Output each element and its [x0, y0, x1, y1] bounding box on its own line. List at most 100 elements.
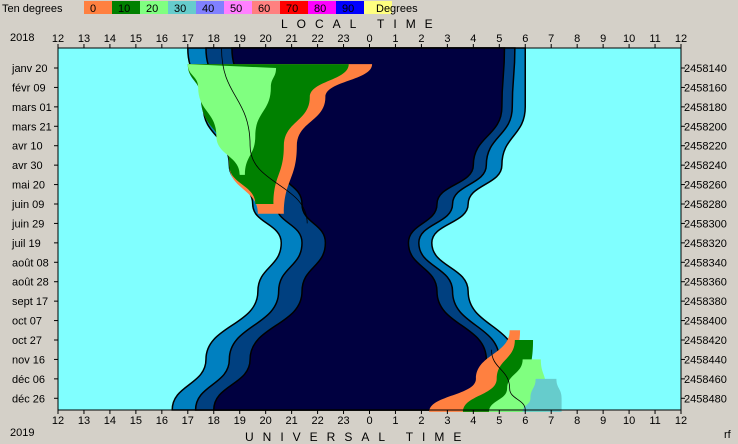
x-tick-label-bottom: 3 — [444, 415, 450, 427]
legend-swatch-4 — [196, 1, 224, 14]
x-tick-label-top: 15 — [130, 33, 142, 45]
x-tick-label-top: 12 — [52, 33, 64, 45]
y-julian-label: 2458140 — [684, 63, 727, 75]
x-tick-label-bottom: 18 — [208, 415, 220, 427]
x-tick-label-bottom: 7 — [548, 415, 554, 427]
y-date-label: déc 06 — [12, 374, 45, 386]
y-julian-label: 2458260 — [684, 180, 727, 192]
y-date-label: nov 16 — [12, 354, 45, 366]
x-tick-label-top: 12 — [675, 33, 687, 45]
x-tick-label-bottom: 12 — [675, 415, 687, 427]
x-tick-label-bottom: 15 — [130, 415, 142, 427]
legend-swatch-7 — [280, 1, 308, 14]
y-date-label: août 28 — [12, 277, 49, 289]
x-tick-label-bottom: 17 — [182, 415, 194, 427]
y-julian-label: 2458240 — [684, 160, 727, 172]
x-tick-label-bottom: 21 — [286, 415, 298, 427]
y-date-label: oct 07 — [12, 316, 42, 328]
y-date-label: avr 30 — [12, 160, 43, 172]
x-tick-label-bottom: 20 — [260, 415, 272, 427]
x-tick-label-top: 6 — [522, 33, 528, 45]
corner-label: rf — [724, 429, 732, 441]
x-tick-label-bottom: 12 — [52, 415, 64, 427]
x-tick-label-top: 0 — [366, 33, 372, 45]
legend-swatch-2 — [140, 1, 168, 14]
x-tick-label-bottom: 19 — [234, 415, 246, 427]
legend-swatch-6 — [252, 1, 280, 14]
y-date-label: juil 19 — [11, 238, 41, 250]
y-julian-label: 2458460 — [684, 374, 727, 386]
legend-swatch-5 — [224, 1, 252, 14]
legend-swatch-3 — [168, 1, 196, 14]
y-date-label: juin 29 — [11, 218, 44, 230]
meridian-line-1 — [221, 47, 308, 224]
x-tick-label-top: 13 — [78, 33, 90, 45]
twilight-band-evening-light — [187, 64, 277, 175]
x-tick-label-bottom: 22 — [311, 415, 323, 427]
y-julian-label: 2458180 — [684, 102, 727, 114]
x-tick-label-top: 17 — [182, 33, 194, 45]
y-julian-label: 2458480 — [684, 393, 727, 405]
top-axis-title: LOCAL TIME — [281, 17, 442, 31]
y-date-label: déc 26 — [12, 393, 45, 405]
x-tick-label-top: 18 — [208, 33, 220, 45]
y-julian-label: 2458340 — [684, 257, 727, 269]
y-julian-label: 2458300 — [684, 218, 727, 230]
legend-label-8: 80 — [314, 3, 326, 15]
legend-swatch-9 — [336, 1, 364, 14]
legend-label-2: 20 — [146, 3, 158, 15]
legend: Ten degrees 0 10 20 30 40 50 60 70 80 90 Degrees — [2, 1, 418, 15]
y-date-label: sept 17 — [12, 296, 48, 308]
x-tick-label-top: 9 — [600, 33, 606, 45]
x-tick-label-bottom: 9 — [600, 415, 606, 427]
legend-label-6: 60 — [258, 3, 270, 15]
y-julian-label: 2458420 — [684, 335, 727, 347]
x-tick-label-bottom: 5 — [496, 415, 502, 427]
legend-title: Ten degrees — [2, 3, 63, 15]
year-top: 2018 — [10, 32, 34, 44]
meridian-line-2 — [491, 349, 526, 411]
bottom-axis-title: UNIVERSAL TIME — [245, 430, 470, 444]
x-tick-label-top: 22 — [311, 33, 323, 45]
x-tick-label-bottom: 8 — [574, 415, 580, 427]
x-tick-label-top: 16 — [156, 33, 168, 45]
x-tick-label-top: 7 — [548, 33, 554, 45]
legend-swatch-1 — [112, 1, 140, 14]
legend-swatch-10 — [364, 1, 392, 14]
y-date-label: févr 09 — [12, 82, 46, 94]
legend-swatch-8 — [308, 1, 336, 14]
y-julian-label: 2458200 — [684, 121, 727, 133]
y-julian-label: 2458160 — [684, 82, 727, 94]
y-julian-label: 2458220 — [684, 141, 727, 153]
y-date-label: oct 27 — [12, 335, 42, 347]
y-julian-label: 2458440 — [684, 354, 727, 366]
legend-label-4: 40 — [202, 3, 214, 15]
plot-area — [57, 47, 682, 412]
x-tick-label-bottom: 13 — [78, 415, 90, 427]
x-tick-label-bottom: 11 — [649, 415, 660, 427]
legend-label-1: 10 — [118, 3, 130, 15]
x-tick-label-top: 10 — [623, 33, 635, 45]
x-tick-label-top: 19 — [234, 33, 246, 45]
x-tick-label-bottom: 2 — [418, 415, 424, 427]
x-tick-label-bottom: 10 — [623, 415, 635, 427]
y-julian-label: 2458360 — [684, 277, 727, 289]
twilight-band-morning-teal — [522, 378, 562, 412]
legend-label-5: 50 — [230, 3, 242, 15]
x-tick-label-bottom: 6 — [522, 415, 528, 427]
x-tick-label-bottom: 14 — [104, 415, 116, 427]
legend-label-7: 70 — [286, 3, 298, 15]
x-tick-label-top: 4 — [470, 33, 476, 45]
x-tick-label-top: 1 — [392, 33, 398, 45]
x-tick-label-top: 5 — [496, 33, 502, 45]
legend-label-9: 90 — [342, 3, 354, 15]
y-julian-label: 2458380 — [684, 296, 727, 308]
y-date-label: mars 21 — [12, 121, 52, 133]
x-tick-label-bottom: 16 — [156, 415, 168, 427]
axes: 1212131314141515161617171818191920202121… — [11, 33, 727, 427]
x-tick-label-bottom: 0 — [366, 415, 372, 427]
x-tick-label-top: 20 — [260, 33, 272, 45]
year-bottom: 2019 — [10, 427, 34, 439]
y-date-label: juin 09 — [11, 199, 44, 211]
